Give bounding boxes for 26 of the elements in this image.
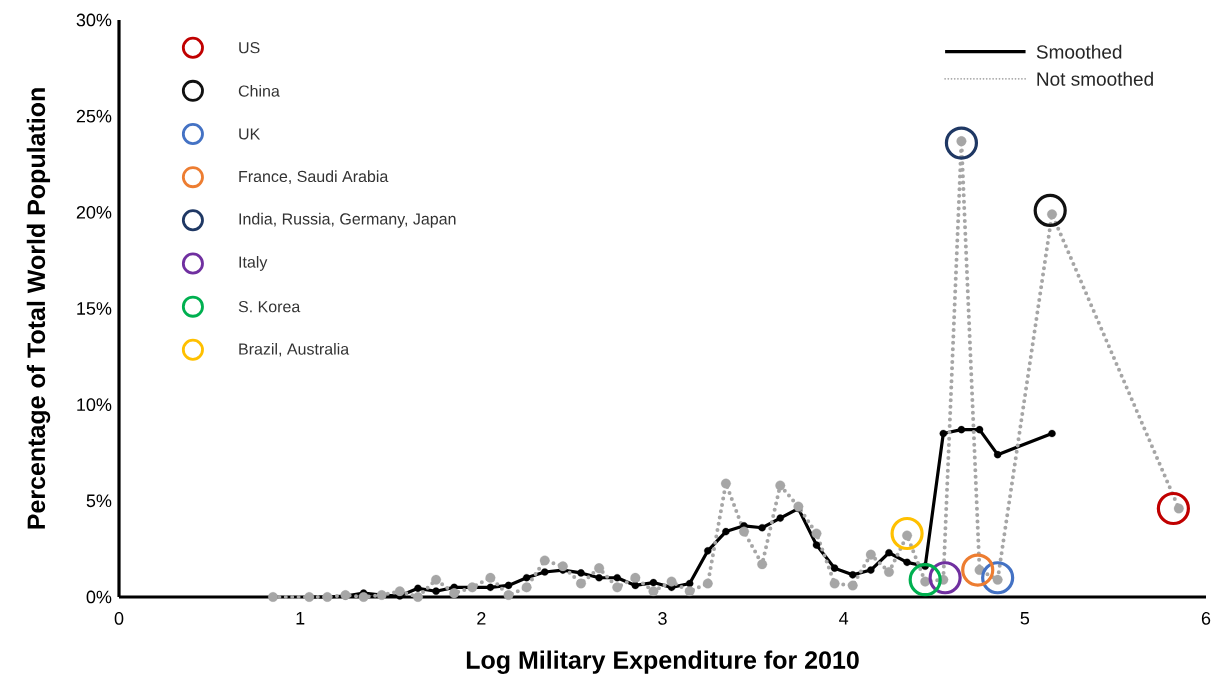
y-tick-label: 5% <box>86 494 112 508</box>
legend-label: Brazil, Australia <box>239 342 350 357</box>
legend-label: Smoothed <box>1036 44 1122 59</box>
x-axis-title: Log Military Expenditure for 2010 <box>466 650 859 674</box>
legend-label: Not smoothed <box>1037 71 1153 86</box>
legend-label: India, Russia, Germany, Japan <box>239 212 456 228</box>
y-tick-label: 30% <box>76 13 112 27</box>
y-tick-label: 20% <box>76 205 112 219</box>
x-tick-label: 6 <box>1201 612 1211 625</box>
x-tick-label: 1 <box>296 612 305 625</box>
x-tick-label: 2 <box>477 612 486 625</box>
legend-label: UK <box>239 128 261 140</box>
x-tick-label: 0 <box>114 612 124 625</box>
y-tick-label: 25% <box>76 109 112 123</box>
y-tick-label: 10% <box>77 398 112 412</box>
y-tick-label: 15% <box>77 302 112 315</box>
x-tick-label: 5 <box>1020 612 1030 625</box>
legend-label: S. Korea <box>238 300 301 313</box>
legend-label: France, Saudi Arabia <box>239 170 389 184</box>
y-axis-title: Percentage of Total World Population <box>26 88 51 529</box>
x-tick-label: 3 <box>658 612 667 625</box>
legend-label: China <box>238 84 280 97</box>
x-tick-label: 4 <box>839 612 849 625</box>
legend-label: US <box>239 42 260 54</box>
legend-label: Italy <box>239 256 268 271</box>
y-tick-label: 0% <box>86 590 112 604</box>
